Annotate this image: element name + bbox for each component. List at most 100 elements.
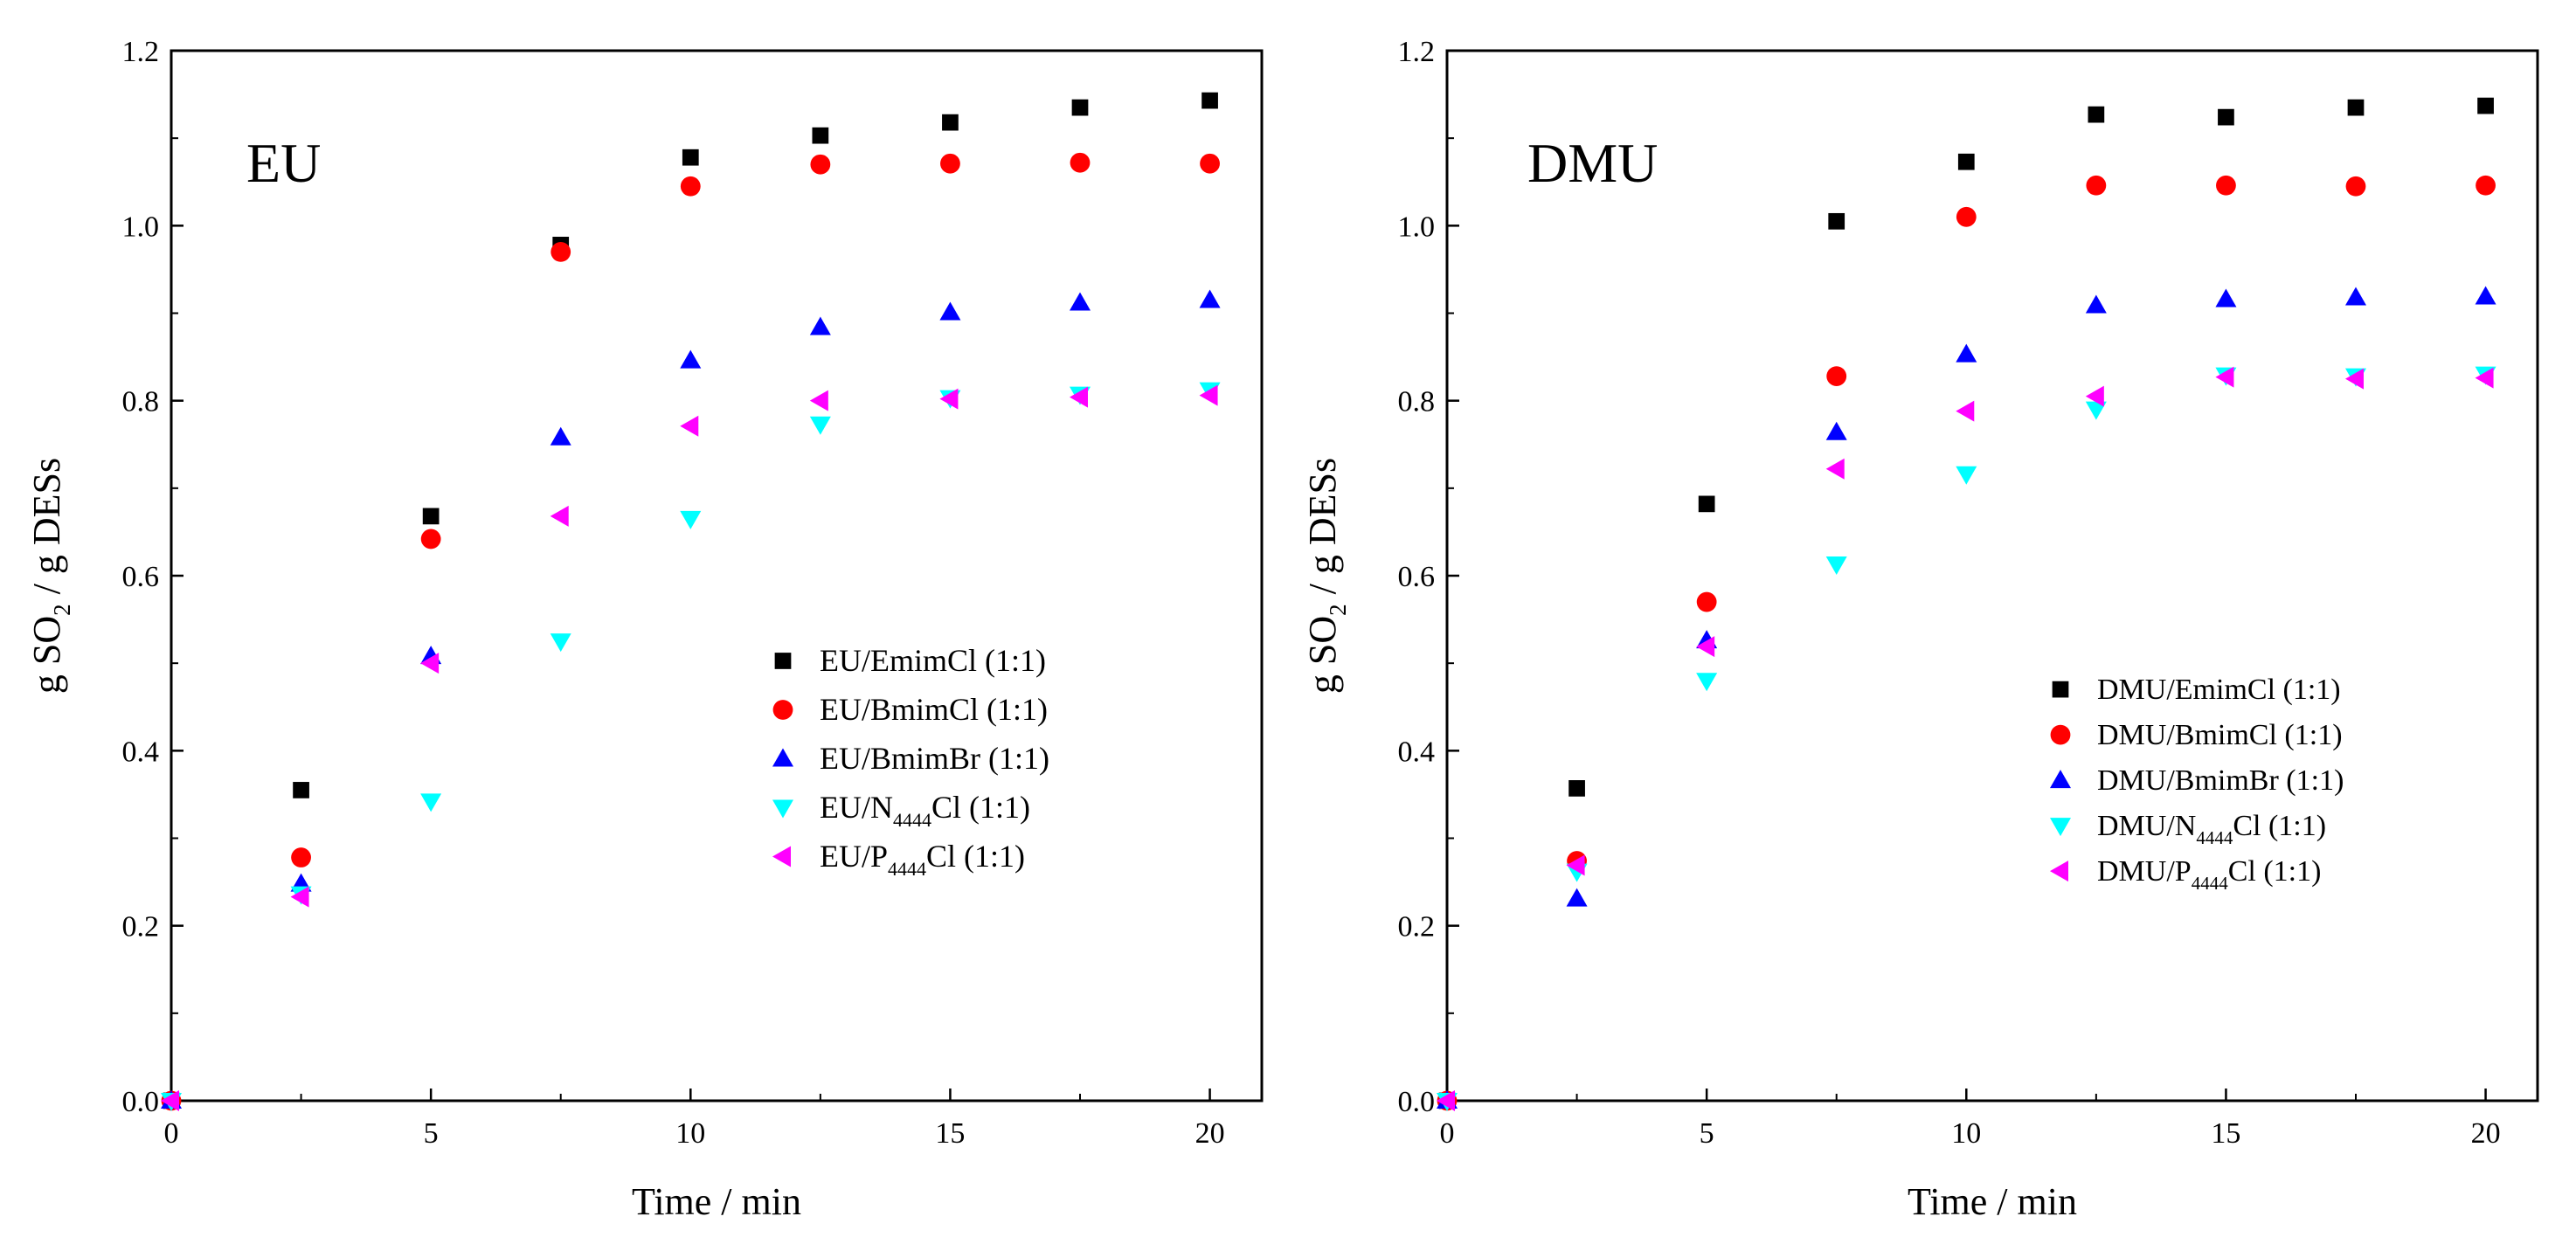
data-point [1566,888,1588,907]
data-point [2215,366,2234,388]
series-square [163,92,1218,1109]
legend-label: DMU/BmimBr (1:1) [2097,764,2344,797]
data-point [1825,421,1847,440]
series-triangle-left [161,384,1218,1111]
legend-marker [772,700,793,720]
legend-marker [2050,724,2071,745]
y-tick-label: 1.2 [1398,36,1436,68]
data-point [809,416,831,435]
y-tick-label: 0.6 [1398,561,1436,593]
y-axis-label: g SO2 / g DESs [1301,458,1351,694]
data-point [2477,97,2494,114]
y-tick-label: 0.8 [122,386,160,418]
data-point [1070,386,1088,408]
chart-panel-dmu: 0 5 10 15 20 0.0 0.2 0.4 0.6 0.8 1.0 1.2 Time / min g… [1301,36,2539,1223]
data-point [1437,1090,1455,1111]
data-point [1956,343,1977,363]
data-point [550,633,571,653]
data-point [2475,367,2494,389]
legend-label: EU/N4444Cl (1:1) [820,790,1030,831]
data-point [1957,153,1975,170]
data-point [1956,466,1977,485]
data-point [2476,175,2496,196]
panel-label: DMU [1527,132,1658,194]
data-point [422,508,440,525]
x-tick-label: 0 [164,1117,179,1150]
data-point [1199,289,1221,308]
y-tick-label: 0.0 [122,1086,160,1118]
data-point [939,301,961,321]
y-tick-label: 0.4 [122,736,160,768]
data-point [2086,175,2107,196]
x-tick-label: 15 [935,1117,965,1150]
series-circle [161,152,1220,1111]
legend-marker [772,748,793,767]
legend-marker [774,653,792,669]
x-tick-label: 10 [675,1117,705,1150]
legend-marker [2052,681,2069,698]
y-tick-label: 0.8 [1398,386,1436,418]
x-tick-label: 20 [2471,1117,2501,1150]
data-point [809,316,831,335]
plot-frame [1445,49,2539,1102]
data-point [550,505,569,527]
data-point [420,793,442,812]
data-point [812,127,829,144]
data-point [680,510,702,529]
chart-panel-eu: 0 5 10 15 20 0.0 0.2 0.4 0.6 0.8 1.0 1.2 Time / min g… [25,36,1264,1223]
data-point [2215,288,2237,308]
x-tick-label: 20 [1195,1117,1225,1150]
data-point [161,1090,179,1111]
data-point [940,153,960,174]
data-point [1696,636,1715,658]
series-square [1438,97,2494,1109]
data-point [420,653,440,674]
y-tick-label: 0.0 [1398,1086,1436,1118]
legend-label: EU/EmimCl (1:1) [820,643,1046,678]
y-tick-label: 1.0 [1398,211,1436,243]
data-point [2345,287,2366,306]
data-point [1825,556,1847,575]
data-point [1070,152,1091,173]
data-point [2347,99,2365,116]
data-point [1956,206,1977,227]
data-point [2218,108,2234,126]
data-point [809,390,828,411]
data-point [1566,854,1585,876]
legend-label: EU/BmimCl (1:1) [820,692,1048,727]
series-triangle-left [1437,366,2494,1111]
legend-label: DMU/N4444Cl (1:1) [2097,810,2326,848]
x-tick-label: 10 [1951,1117,1981,1150]
data-point [290,886,309,908]
series-triangle-down [161,382,1221,1111]
y-axis-label: g SO2 / g DESs [25,458,75,694]
data-point [1825,458,1845,480]
x-tick-label: 5 [1700,1117,1714,1150]
legend-label: DMU/BmimCl (1:1) [2097,719,2343,751]
data-point [1696,591,1717,612]
y-tick-label: 1.2 [122,36,160,68]
y-tick-label: 0.2 [1398,911,1436,943]
data-point [1696,673,1718,692]
y-tick-label: 1.0 [122,211,160,243]
data-point [2475,286,2496,305]
legend-marker [2050,860,2068,882]
panel-label: EU [246,132,321,194]
data-point [1200,153,1220,174]
data-point [2345,176,2366,197]
data-point [1199,384,1218,406]
data-point [551,241,571,262]
data-point [2085,401,2107,420]
data-point [680,349,702,369]
data-point [550,426,571,446]
legend: DMU/EmimCl (1:1) DMU/BmimCl (1:1) DMU/Bmim… [2050,674,2344,894]
data-point [293,782,309,798]
data-point [291,847,311,867]
data-point [680,415,699,437]
y-tick-label: 0.2 [122,911,160,943]
data-point [1201,92,1218,109]
data-point [2085,385,2104,407]
legend-label: DMU/P4444Cl (1:1) [2097,855,2321,894]
legend-label: EU/P4444Cl (1:1) [820,839,1025,880]
legend-marker [2050,770,2071,789]
